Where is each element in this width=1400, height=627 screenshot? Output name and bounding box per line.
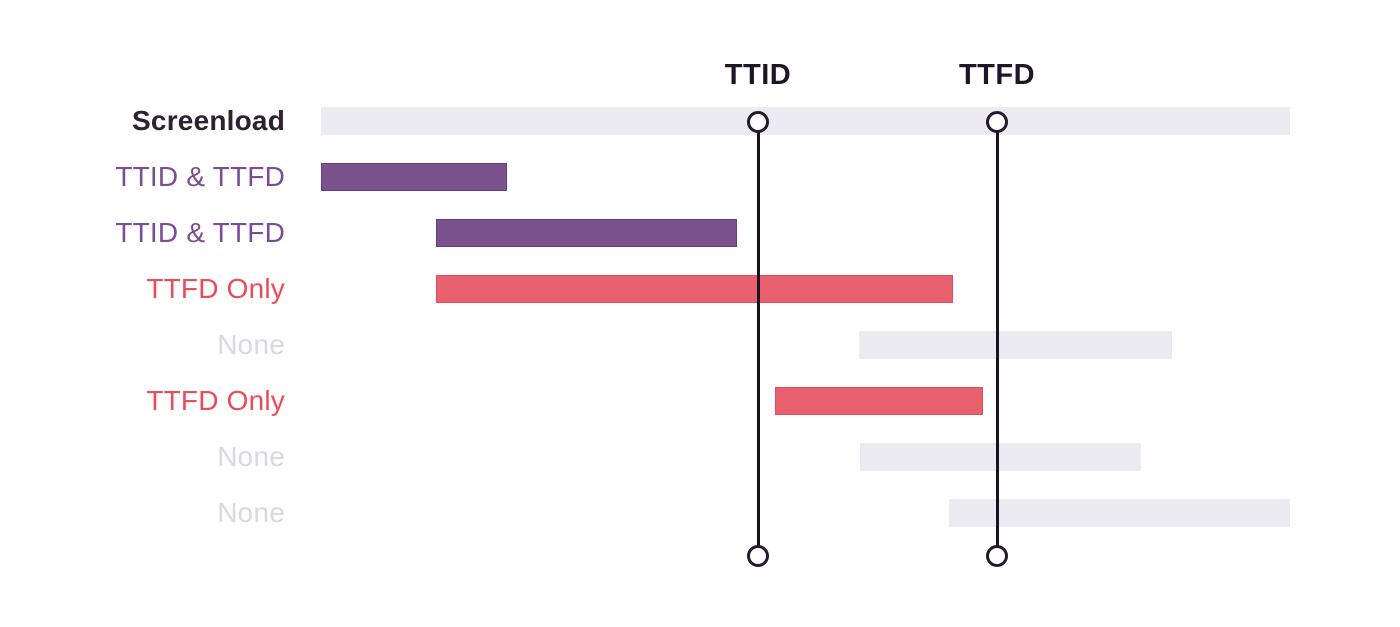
row-label-ttfd_only: TTFD Only <box>146 385 285 416</box>
span-bar-none <box>949 499 1290 527</box>
ttid-marker-bottom-circle <box>747 545 769 567</box>
row-label-screenload: Screenload <box>132 105 285 136</box>
span-bar-none <box>859 331 1172 359</box>
ttid-marker-line <box>756 122 760 556</box>
ttid-marker-top-circle <box>747 111 769 133</box>
row-label-none: None <box>217 441 285 472</box>
span-bar-ttfd_only <box>436 275 953 303</box>
ttfd-marker-top-circle <box>986 111 1008 133</box>
span-bar-screenload <box>321 107 1290 135</box>
row-label-none: None <box>217 329 285 360</box>
row-label-ttfd_only: TTFD Only <box>146 273 285 304</box>
ttfd-marker-label: TTFD <box>958 59 1036 91</box>
ttfd-marker-line <box>995 122 999 556</box>
ttid-marker-label: TTID <box>724 59 792 91</box>
span-bar-ttid_ttfd <box>321 163 507 191</box>
row-label-ttid_ttfd: TTID & TTFD <box>115 217 285 248</box>
span-bar-ttfd_only <box>775 387 983 415</box>
ttfd-marker-bottom-circle <box>986 545 1008 567</box>
row-label-none: None <box>217 497 285 528</box>
span-bar-ttid_ttfd <box>436 219 737 247</box>
span-bar-none <box>860 443 1141 471</box>
row-label-ttid_ttfd: TTID & TTFD <box>115 161 285 192</box>
